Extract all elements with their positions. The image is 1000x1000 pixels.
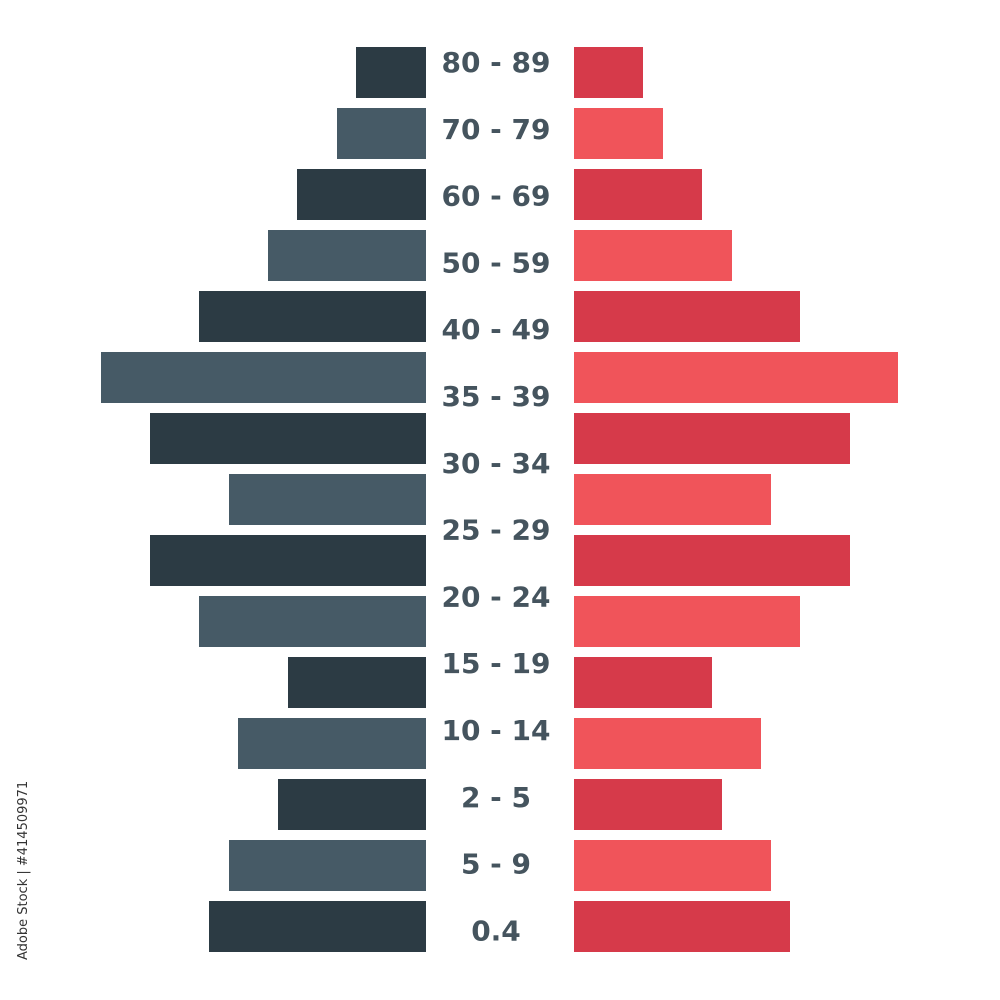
bar [268, 230, 426, 281]
bar [574, 47, 643, 98]
bar [574, 657, 712, 708]
bar [574, 169, 702, 220]
age-label: 60 - 69 [441, 180, 550, 213]
bar [337, 108, 426, 159]
bar [356, 47, 426, 98]
bar [574, 901, 790, 952]
age-label: 2 - 5 [461, 781, 531, 814]
bar [199, 596, 426, 647]
bar [288, 657, 426, 708]
age-label: 30 - 34 [441, 447, 550, 480]
bar [229, 474, 426, 525]
bar [238, 718, 426, 769]
age-label: 0.4 [471, 914, 521, 947]
bar [150, 535, 426, 586]
bar [209, 901, 426, 952]
bar [574, 230, 732, 281]
bar [574, 413, 850, 464]
age-label: 15 - 19 [441, 647, 550, 680]
bar [574, 840, 771, 891]
age-label: 35 - 39 [441, 380, 550, 413]
bar [150, 413, 426, 464]
age-label: 10 - 14 [441, 714, 550, 747]
bar [199, 291, 426, 342]
bar [101, 352, 426, 403]
age-label: 25 - 29 [441, 514, 550, 547]
bar [574, 108, 663, 159]
bar [574, 291, 800, 342]
age-label: 50 - 59 [441, 246, 550, 279]
bar [574, 718, 761, 769]
bar [574, 779, 722, 830]
bar [278, 779, 426, 830]
bar [297, 169, 426, 220]
bar [574, 596, 800, 647]
bar [574, 474, 771, 525]
age-label: 80 - 89 [441, 46, 550, 79]
age-label: 70 - 79 [441, 113, 550, 146]
bar [229, 840, 426, 891]
credit: Adobe Stock | #414509971 [16, 781, 31, 960]
age-label: 20 - 24 [441, 580, 550, 613]
age-label: 5 - 9 [461, 848, 531, 881]
age-label: 40 - 49 [441, 313, 550, 346]
bar [574, 352, 898, 403]
bar [574, 535, 850, 586]
